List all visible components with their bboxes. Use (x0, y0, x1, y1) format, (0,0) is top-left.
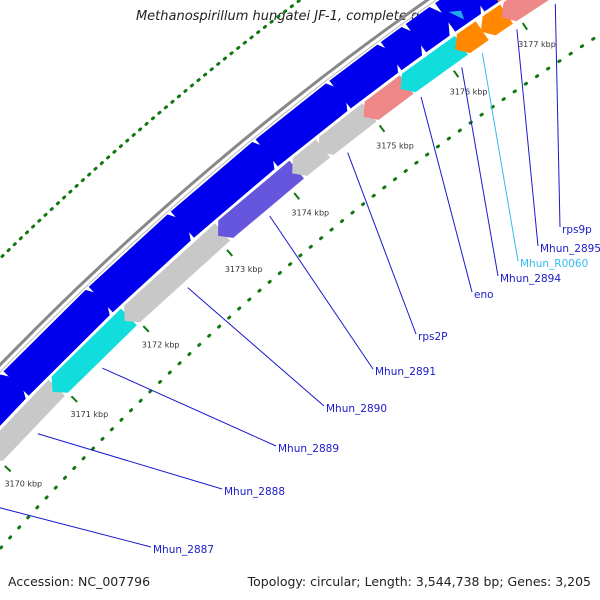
gene-callout-line (269, 215, 374, 370)
map-title: Methanospirillum hungatei JF-1, complete… (135, 9, 465, 24)
reverse-cds-arrow (218, 160, 304, 238)
reverse-cds-arrow (455, 21, 489, 54)
accession-label: Accession: NC_007796 (8, 574, 151, 589)
gene-callout-line (516, 29, 539, 247)
scale-tick (452, 70, 460, 78)
scale-tick (293, 192, 301, 200)
gene-label: Mhun_2894 (500, 273, 561, 285)
reverse-cds-arrow (318, 103, 377, 155)
backbone-ring (0, 0, 431, 368)
gene-label: Mhun_2888 (224, 486, 285, 498)
gene-callout-line (102, 367, 277, 447)
trna-marker (448, 10, 465, 20)
gene-callout-line (187, 287, 325, 407)
gc-tick-row (0, 0, 303, 261)
gene-callout-line (0, 507, 152, 548)
reverse-cds-arrow (501, 0, 549, 22)
reverse-cds-arrow (124, 223, 231, 323)
forward-cds-arrow (380, 26, 423, 71)
scale-tick (4, 465, 12, 473)
scale-tick-label: 3175 kbp (376, 141, 414, 150)
scale-tick (378, 124, 386, 133)
gene-callout-line (461, 67, 499, 277)
genome-backbone (0, 0, 437, 373)
gene-label: rps2P (418, 331, 447, 343)
reverse-cds-arrow (400, 35, 469, 93)
scale-tick-label: 3172 kbp (142, 340, 180, 349)
gene-labels: Mhun_2887 Mhun_2888 Mhun_2889 Mhun_2890 Mhun… (0, 3, 600, 556)
scale-tick (142, 325, 150, 333)
forward-cds-arrow (476, 0, 502, 12)
scale-tick-label: 3170 kbp (4, 479, 42, 488)
gene-label: eno (474, 289, 494, 301)
forward-cds-arrow (0, 374, 26, 426)
gene-label: Mhun_R0060 (520, 258, 588, 270)
gene-label: Mhun_2890 (326, 403, 387, 415)
gene-label: Mhun_2887 (153, 544, 214, 556)
gene-label: rps9p (562, 224, 592, 236)
scale-tick-label: 3177 kbp (518, 40, 556, 49)
scale-tick-label: 3173 kbp (225, 265, 263, 274)
gene-label: Mhun_2895 (540, 243, 600, 255)
reverse-cds-arrow (51, 308, 137, 393)
gc-tick-row (0, 32, 600, 552)
forward-cds-arrow (3, 289, 110, 396)
gene-callout-line (554, 3, 561, 228)
gene-label: Mhun_2891 (375, 366, 436, 378)
forward-cds-arrow (170, 142, 275, 238)
forward-cds-arrow (497, 0, 502, 3)
forward-cds-arrow (329, 44, 399, 109)
backbone-ring (0, 0, 437, 373)
scale-tick (70, 395, 78, 403)
gene-callout-line (347, 152, 417, 335)
scale-tick-label: 3171 kbp (70, 410, 108, 419)
reverse-cds-arrow (0, 379, 65, 461)
gene-callout-line (37, 433, 223, 490)
forward-cds-arrow (255, 83, 348, 167)
scale-tick-label: 3176 kbp (450, 87, 488, 96)
gene-callout-line (420, 96, 473, 293)
gene-callout-line (481, 52, 519, 262)
scale-tick (226, 249, 234, 257)
gene-label: Mhun_2889 (278, 443, 339, 455)
forward-cds-arrow (88, 214, 191, 313)
gene-features (0, 0, 549, 461)
genome-summary: Topology: circular; Length: 3,544,738 bp… (247, 574, 591, 589)
forward-cds-arrow (405, 7, 450, 53)
scale-tick (521, 22, 529, 31)
scale-tick-label: 3174 kbp (291, 209, 329, 218)
